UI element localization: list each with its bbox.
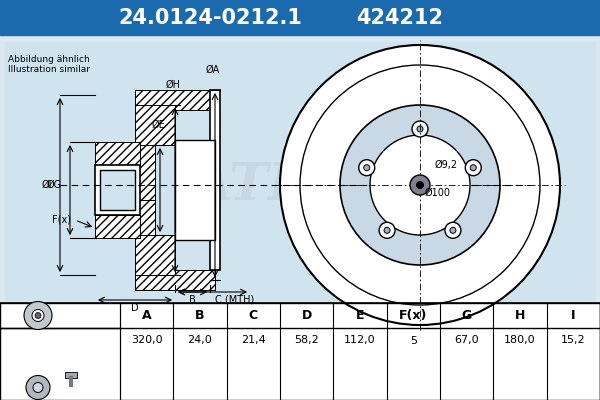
Bar xyxy=(95,142,140,165)
Circle shape xyxy=(35,312,41,318)
Text: 24.0124-0212.1: 24.0124-0212.1 xyxy=(118,8,302,28)
Text: 58,2: 58,2 xyxy=(294,336,319,346)
Text: 67,0: 67,0 xyxy=(454,336,479,346)
Circle shape xyxy=(410,175,430,195)
Text: ØI: ØI xyxy=(41,180,52,190)
Circle shape xyxy=(364,165,370,171)
Text: Ø9,2: Ø9,2 xyxy=(435,160,458,170)
Text: E: E xyxy=(356,309,364,322)
Circle shape xyxy=(33,382,43,392)
Circle shape xyxy=(280,45,560,325)
Text: 24,0: 24,0 xyxy=(188,336,212,346)
Circle shape xyxy=(384,227,390,233)
Circle shape xyxy=(465,160,481,176)
Circle shape xyxy=(450,227,456,233)
Circle shape xyxy=(445,222,461,238)
Text: D: D xyxy=(131,303,139,313)
Circle shape xyxy=(24,302,52,330)
Circle shape xyxy=(379,222,395,238)
Bar xyxy=(5,42,595,300)
Bar xyxy=(210,90,220,270)
Text: ØA: ØA xyxy=(206,65,220,75)
Bar xyxy=(0,0,600,35)
Circle shape xyxy=(359,160,375,176)
Bar xyxy=(65,372,77,378)
Text: ØH: ØH xyxy=(166,80,181,90)
Text: 180,0: 180,0 xyxy=(504,336,536,346)
Text: B: B xyxy=(195,309,205,322)
Bar xyxy=(95,215,140,238)
Text: Abbildung ähnlich: Abbildung ähnlich xyxy=(8,55,90,64)
Text: Ø100: Ø100 xyxy=(425,188,451,198)
Bar xyxy=(135,90,215,110)
Circle shape xyxy=(416,181,424,189)
Circle shape xyxy=(470,165,476,171)
Bar xyxy=(135,145,155,200)
Text: 21,4: 21,4 xyxy=(241,336,266,346)
Text: 5: 5 xyxy=(410,336,417,346)
Bar xyxy=(135,200,155,235)
Circle shape xyxy=(412,121,428,137)
Circle shape xyxy=(26,376,50,400)
Circle shape xyxy=(417,126,423,132)
Bar xyxy=(135,105,175,145)
Circle shape xyxy=(32,310,44,322)
Text: G: G xyxy=(461,309,472,322)
Text: C: C xyxy=(249,309,258,322)
Text: D: D xyxy=(302,309,312,322)
Text: B: B xyxy=(188,295,196,305)
Text: F(x): F(x) xyxy=(52,215,71,225)
Bar xyxy=(0,303,600,400)
Text: 424212: 424212 xyxy=(356,8,443,28)
Text: ATE: ATE xyxy=(191,160,309,210)
Text: ØG: ØG xyxy=(47,180,62,190)
Text: 15,2: 15,2 xyxy=(561,336,586,346)
Text: ØE: ØE xyxy=(151,120,165,130)
Bar xyxy=(135,270,215,290)
Text: 320,0: 320,0 xyxy=(131,336,163,346)
Circle shape xyxy=(340,105,500,265)
Circle shape xyxy=(370,135,470,235)
Bar xyxy=(95,165,140,215)
Bar xyxy=(0,35,600,305)
Text: Illustration similar: Illustration similar xyxy=(8,65,90,74)
Bar xyxy=(100,170,135,210)
Bar xyxy=(0,303,600,400)
Text: C (MTH): C (MTH) xyxy=(215,295,254,305)
Text: H: H xyxy=(515,309,525,322)
Text: A: A xyxy=(142,309,151,322)
Bar xyxy=(175,140,215,240)
Bar xyxy=(135,235,175,275)
Text: 112,0: 112,0 xyxy=(344,336,376,346)
Text: I: I xyxy=(571,309,575,322)
Text: F(x): F(x) xyxy=(399,309,428,322)
